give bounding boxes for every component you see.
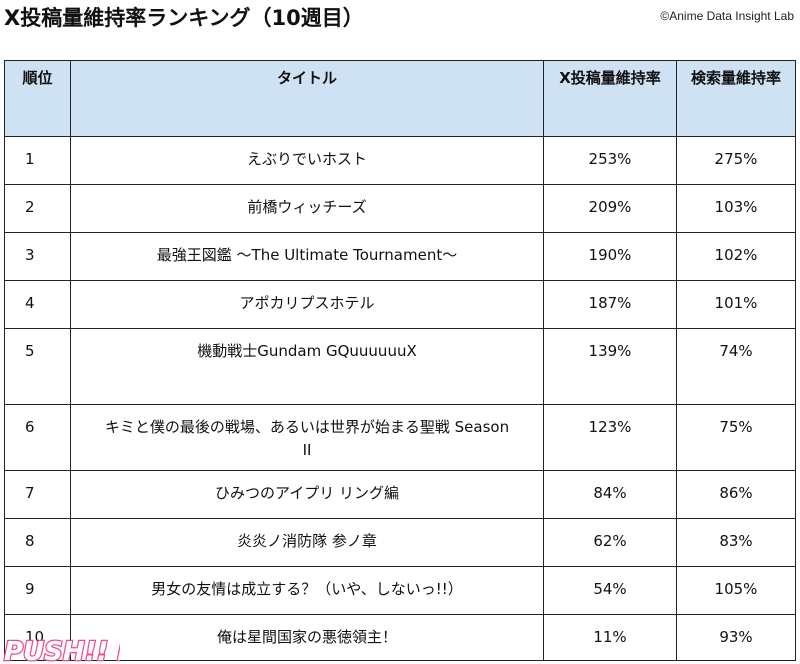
table-row: 2 前橋ウィッチーズ 209% 103% <box>4 184 796 233</box>
search-rate-cell: 75% <box>676 404 796 471</box>
table-row: 8 炎炎ノ消防隊 参ノ章 62% 83% <box>4 518 796 567</box>
table-row: 6 キミと僕の最後の戦場、あるいは世界が始まる聖戦 Season II 123%… <box>4 404 796 471</box>
page-title: X投稿量維持率ランキング（10週目） <box>4 6 364 30</box>
search-rate-cell: 275% <box>676 136 796 185</box>
title-cell: 炎炎ノ消防隊 参ノ章 <box>70 518 544 567</box>
x-rate-cell: 11% <box>543 614 677 661</box>
table-header-row: 順位 タイトル X投稿量維持率 検索量維持率 <box>4 60 796 137</box>
x-rate-cell: 54% <box>543 566 677 615</box>
title-cell: 男女の友情は成立する？（いや、しないっ!!） <box>70 566 544 615</box>
rank-cell: 6 <box>4 404 71 471</box>
x-rate-cell: 139% <box>543 328 677 405</box>
title-cell: ひみつのアイプリ リング編 <box>70 470 544 519</box>
x-rate-cell: 187% <box>543 280 677 329</box>
search-rate-cell: 74% <box>676 328 796 405</box>
table-row: 7 ひみつのアイプリ リング編 84% 86% <box>4 470 796 519</box>
rank-cell: 3 <box>4 232 71 281</box>
rank-cell: 10 <box>4 614 71 661</box>
search-rate-cell: 102% <box>676 232 796 281</box>
rank-cell: 7 <box>4 470 71 519</box>
search-rate-cell: 105% <box>676 566 796 615</box>
table-row: 3 最強王図鑑 〜The Ultimate Tournament〜 190% 1… <box>4 232 796 281</box>
search-rate-cell: 101% <box>676 280 796 329</box>
x-rate-cell: 84% <box>543 470 677 519</box>
title-cell: 最強王図鑑 〜The Ultimate Tournament〜 <box>70 232 544 281</box>
header-title: タイトル <box>70 60 544 137</box>
rank-cell: 4 <box>4 280 71 329</box>
search-rate-cell: 86% <box>676 470 796 519</box>
title-cell: 機動戦士Gundam GQuuuuuuX <box>70 328 544 405</box>
search-rate-cell: 103% <box>676 184 796 233</box>
title-cell: キミと僕の最後の戦場、あるいは世界が始まる聖戦 Season II <box>70 404 544 471</box>
table-row: 1 えぶりでいホスト 253% 275% <box>4 136 796 185</box>
rank-cell: 8 <box>4 518 71 567</box>
rank-cell: 5 <box>4 328 71 405</box>
ranking-table: 順位 タイトル X投稿量維持率 検索量維持率 1 えぶりでいホスト 253% 2… <box>4 60 796 661</box>
header-rank: 順位 <box>4 60 71 137</box>
rank-cell: 2 <box>4 184 71 233</box>
x-rate-cell: 123% <box>543 404 677 471</box>
search-rate-cell: 93% <box>676 614 796 661</box>
copyright-credit: ©Anime Data Insight Lab <box>660 9 794 23</box>
title-cell: 前橋ウィッチーズ <box>70 184 544 233</box>
x-rate-cell: 253% <box>543 136 677 185</box>
table-row: 5 機動戦士Gundam GQuuuuuuX 139% 74% <box>4 328 796 405</box>
title-cell: 俺は星間国家の悪徳領主！ <box>70 614 544 661</box>
x-rate-cell: 209% <box>543 184 677 233</box>
header-x-post-rate: X投稿量維持率 <box>543 60 677 137</box>
x-rate-cell: 62% <box>543 518 677 567</box>
header-search-rate: 検索量維持率 <box>676 60 796 137</box>
search-rate-cell: 83% <box>676 518 796 567</box>
x-rate-cell: 190% <box>543 232 677 281</box>
rank-cell: 9 <box>4 566 71 615</box>
title-cell: アポカリプスホテル <box>70 280 544 329</box>
rank-cell: 1 <box>4 136 71 185</box>
title-cell: えぶりでいホスト <box>70 136 544 185</box>
table-row: 9 男女の友情は成立する？（いや、しないっ!!） 54% 105% <box>4 566 796 615</box>
table-row: 10 俺は星間国家の悪徳領主！ 11% 93% <box>4 614 796 661</box>
table-row: 4 アポカリプスホテル 187% 101% <box>4 280 796 329</box>
